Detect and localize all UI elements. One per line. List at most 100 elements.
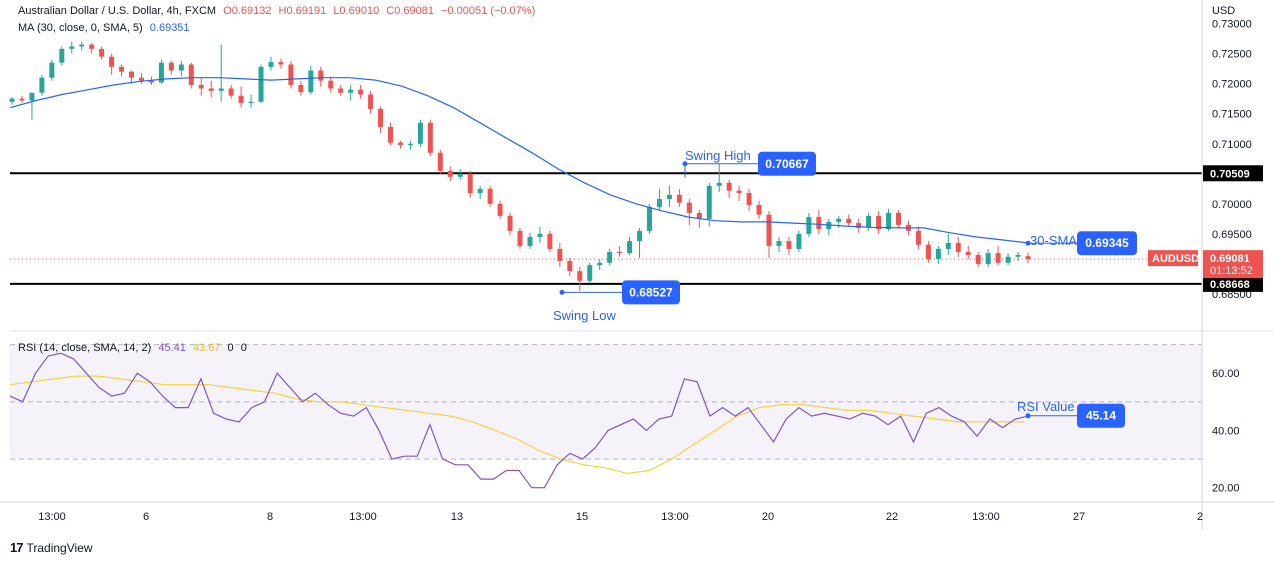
candle-body	[577, 271, 583, 281]
candle-body	[268, 62, 274, 67]
candle-body	[9, 98, 15, 102]
candle-body	[965, 251, 971, 255]
ma-value: 0.69351	[149, 22, 190, 34]
rsi-annotation-value: 45.14	[1086, 409, 1116, 423]
swing-high-value-box	[758, 151, 816, 176]
rsi-zero-1: 0	[227, 342, 234, 354]
candle-body	[716, 182, 722, 186]
candle-body	[278, 62, 284, 65]
candle-body	[148, 80, 154, 83]
candle-body	[89, 44, 95, 49]
candle-body	[417, 122, 423, 144]
candle-body	[836, 218, 842, 222]
rsi-annotation-label: RSI Value	[1017, 399, 1075, 414]
tradingview-logo-icon: 17	[10, 540, 24, 555]
ohlc-high: H0.69191	[278, 5, 327, 17]
candle-body	[497, 203, 503, 216]
sma-annotation-value-box	[1077, 231, 1137, 256]
price-tick-label: 0.73000	[1212, 19, 1252, 31]
rsi-line	[9, 352, 1029, 489]
swing-low-label: Swing Low	[553, 308, 616, 323]
candle-body	[896, 212, 902, 225]
candle-body	[696, 212, 702, 219]
symbol-label: AUDUSD	[1152, 253, 1199, 265]
time-tick-label: 22	[886, 511, 898, 523]
level-low-price-label-bg	[1203, 275, 1263, 292]
rsi-value: 45.41	[158, 342, 186, 354]
symbol-legend: Australian Dollar / U.S. Dollar, 4h, FXC…	[18, 5, 539, 17]
candle-body	[218, 88, 224, 91]
candle-body	[925, 244, 931, 260]
rsi-zero-2: 0	[240, 342, 247, 354]
rsi-ma-value: 43.67	[192, 342, 221, 354]
candle-body	[119, 66, 125, 72]
candle-body	[776, 241, 782, 246]
rsi-sma-line	[9, 375, 1024, 475]
candle-body	[338, 88, 344, 93]
time-tick-label: 15	[576, 511, 588, 523]
candle-body	[198, 84, 204, 89]
rsi-tick-label: 40.00	[1212, 425, 1240, 437]
candle-body	[487, 188, 493, 204]
swing-high-value: 0.70667	[765, 157, 809, 171]
last-price-label-bg	[1203, 250, 1263, 279]
price-pane[interactable]	[9, 41, 1203, 291]
rsi-legend: RSI (14, close, SMA, 14, 2) 45.41 43.67 …	[18, 342, 251, 354]
tradingview-logo[interactable]: 17 TradingView	[10, 540, 93, 555]
ohlc-close: C0.69081	[386, 5, 434, 17]
candle-body	[517, 230, 523, 246]
candle-body	[507, 215, 513, 231]
candle-body	[467, 173, 473, 194]
candle-body	[1025, 256, 1031, 260]
swing-low-value-box	[622, 280, 680, 305]
candle-body	[378, 108, 384, 127]
candle-body	[138, 77, 144, 81]
candle-body	[786, 241, 792, 249]
candle-body	[248, 101, 254, 103]
time-tick-label: 27	[1073, 511, 1085, 523]
ohlc-low: L0.69010	[333, 5, 380, 17]
level-low-price-label: 0.68668	[1210, 279, 1250, 291]
candle-body	[39, 77, 45, 93]
candle-body	[766, 214, 772, 246]
candle-body	[29, 92, 35, 101]
rsi-tick-label: 20.00	[1212, 483, 1240, 495]
time-tick-label: 13:00	[972, 511, 1000, 523]
price-tick-label: 0.72500	[1212, 49, 1252, 61]
candle-body	[866, 215, 872, 228]
rsi-pane[interactable]	[9, 344, 1202, 489]
candle-body	[1005, 256, 1011, 263]
candle-body	[886, 212, 892, 230]
candle-body	[158, 62, 164, 83]
candle-body	[69, 46, 75, 49]
candle-body	[437, 152, 443, 171]
ma-legend: MA (30, close, 0, SMA, 5) 0.69351	[18, 22, 194, 34]
rsi-label: RSI (14, close, SMA, 14, 2)	[18, 342, 152, 354]
candle-body	[19, 98, 25, 101]
candle-body	[796, 233, 802, 249]
price-tick-label: 0.71500	[1212, 109, 1252, 121]
candle-body	[298, 84, 304, 93]
candle-body	[726, 182, 732, 191]
ohlc-change: −0.00051 (−0.07%)	[441, 5, 536, 17]
candle-body	[656, 199, 662, 207]
candle-body	[876, 215, 882, 230]
candle-body	[676, 194, 682, 203]
price-tick-label: 0.71000	[1212, 139, 1252, 151]
currency-label: USD	[1212, 5, 1235, 17]
price-tick-label: 0.70000	[1212, 199, 1252, 211]
candle-body	[99, 48, 105, 57]
candle-body	[208, 88, 214, 91]
candle-body	[288, 64, 294, 85]
candle-body	[955, 242, 961, 252]
candle-body	[427, 122, 433, 153]
price-tick-label: 0.69500	[1212, 229, 1252, 241]
candle-body	[607, 251, 613, 263]
candle-body	[806, 217, 812, 234]
candle-body	[109, 56, 115, 67]
candle-body	[477, 188, 483, 194]
candle-body	[617, 251, 623, 254]
candle-body	[397, 142, 403, 145]
